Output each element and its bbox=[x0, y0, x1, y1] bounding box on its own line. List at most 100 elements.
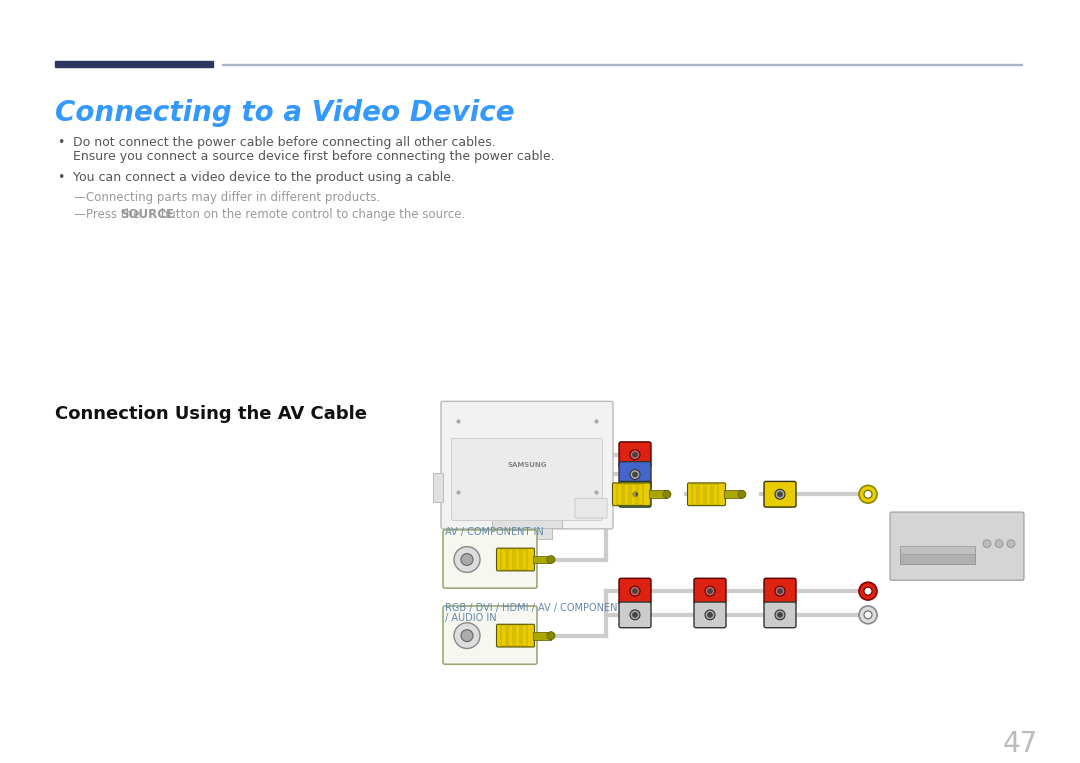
Circle shape bbox=[859, 582, 877, 600]
Bar bbox=[617, 484, 622, 504]
Circle shape bbox=[983, 539, 991, 548]
Circle shape bbox=[705, 610, 715, 620]
FancyBboxPatch shape bbox=[688, 483, 726, 506]
Bar bbox=[55, 61, 213, 67]
Bar bbox=[713, 484, 718, 504]
FancyBboxPatch shape bbox=[497, 548, 535, 571]
Bar bbox=[515, 549, 519, 570]
Bar bbox=[900, 549, 975, 565]
Circle shape bbox=[778, 492, 783, 497]
FancyBboxPatch shape bbox=[619, 462, 651, 488]
Circle shape bbox=[864, 491, 872, 498]
Circle shape bbox=[707, 589, 713, 594]
Bar bbox=[515, 625, 519, 646]
Circle shape bbox=[778, 589, 783, 594]
FancyBboxPatch shape bbox=[694, 578, 726, 604]
Circle shape bbox=[1007, 539, 1015, 548]
Text: SAMSUNG: SAMSUNG bbox=[508, 462, 546, 468]
Circle shape bbox=[454, 623, 480, 649]
Bar bbox=[492, 516, 562, 528]
Circle shape bbox=[633, 589, 637, 594]
Bar bbox=[706, 484, 711, 504]
Circle shape bbox=[630, 489, 640, 499]
Text: button on the remote control to change the source.: button on the remote control to change t… bbox=[157, 208, 465, 221]
Text: RGB / DVI / HDMI / AV / COMPONENT: RGB / DVI / HDMI / AV / COMPONENT bbox=[445, 603, 623, 613]
Circle shape bbox=[775, 586, 785, 596]
Circle shape bbox=[633, 613, 637, 617]
FancyBboxPatch shape bbox=[619, 578, 651, 604]
Bar bbox=[222, 64, 1022, 66]
Text: Connection Using the AV Cable: Connection Using the AV Cable bbox=[55, 405, 367, 423]
Text: •: • bbox=[57, 137, 65, 150]
Text: —: — bbox=[73, 191, 84, 204]
Bar bbox=[724, 491, 742, 498]
Circle shape bbox=[546, 555, 555, 563]
Text: 47: 47 bbox=[1002, 729, 1038, 758]
Circle shape bbox=[705, 586, 715, 596]
FancyBboxPatch shape bbox=[612, 483, 650, 506]
FancyBboxPatch shape bbox=[764, 602, 796, 628]
Bar bbox=[638, 484, 643, 504]
Circle shape bbox=[454, 546, 480, 572]
Text: Connecting to a Video Device: Connecting to a Video Device bbox=[55, 99, 515, 127]
FancyBboxPatch shape bbox=[443, 530, 537, 588]
Circle shape bbox=[859, 606, 877, 624]
Circle shape bbox=[995, 539, 1003, 548]
Bar bbox=[501, 625, 507, 646]
FancyBboxPatch shape bbox=[619, 481, 651, 507]
Text: Connecting parts may differ in different products.: Connecting parts may differ in different… bbox=[86, 191, 380, 204]
Bar bbox=[501, 549, 507, 570]
Bar bbox=[624, 484, 629, 504]
Text: Do not connect the power cable before connecting all other cables.: Do not connect the power cable before co… bbox=[73, 137, 496, 150]
Circle shape bbox=[633, 492, 637, 497]
Text: Press the: Press the bbox=[86, 208, 144, 221]
Bar bbox=[502, 527, 552, 539]
Bar bbox=[433, 472, 443, 502]
Bar bbox=[649, 491, 667, 498]
Circle shape bbox=[630, 469, 640, 479]
Circle shape bbox=[630, 610, 640, 620]
Bar bbox=[534, 632, 551, 639]
Text: •: • bbox=[57, 171, 65, 184]
FancyBboxPatch shape bbox=[694, 602, 726, 628]
Circle shape bbox=[633, 452, 637, 457]
Bar bbox=[692, 484, 697, 504]
Text: SOURCE: SOURCE bbox=[120, 208, 174, 221]
FancyBboxPatch shape bbox=[890, 512, 1024, 581]
Circle shape bbox=[546, 632, 555, 639]
Bar bbox=[508, 625, 513, 646]
Circle shape bbox=[461, 554, 473, 565]
FancyBboxPatch shape bbox=[764, 481, 796, 507]
FancyBboxPatch shape bbox=[764, 578, 796, 604]
Circle shape bbox=[707, 613, 713, 617]
Circle shape bbox=[630, 586, 640, 596]
Circle shape bbox=[630, 449, 640, 459]
Text: AV / COMPONENT IN: AV / COMPONENT IN bbox=[445, 527, 543, 537]
Circle shape bbox=[775, 489, 785, 499]
Text: Ensure you connect a source device first before connecting the power cable.: Ensure you connect a source device first… bbox=[73, 150, 555, 163]
Circle shape bbox=[461, 629, 473, 642]
FancyBboxPatch shape bbox=[619, 602, 651, 628]
Circle shape bbox=[859, 485, 877, 503]
Text: You can connect a video device to the product using a cable.: You can connect a video device to the pr… bbox=[73, 171, 455, 184]
Bar bbox=[631, 484, 636, 504]
Text: / AUDIO IN: / AUDIO IN bbox=[445, 613, 497, 623]
Circle shape bbox=[775, 610, 785, 620]
Circle shape bbox=[778, 613, 783, 617]
FancyBboxPatch shape bbox=[619, 442, 651, 468]
Bar bbox=[534, 555, 551, 563]
FancyBboxPatch shape bbox=[441, 401, 613, 529]
Circle shape bbox=[864, 588, 872, 595]
FancyBboxPatch shape bbox=[451, 439, 603, 520]
Bar bbox=[522, 625, 527, 646]
Circle shape bbox=[663, 491, 671, 498]
Bar bbox=[522, 549, 527, 570]
Bar bbox=[900, 546, 975, 554]
Text: —: — bbox=[73, 208, 84, 221]
Circle shape bbox=[864, 611, 872, 619]
FancyBboxPatch shape bbox=[575, 498, 607, 518]
Bar bbox=[508, 549, 513, 570]
FancyBboxPatch shape bbox=[497, 624, 535, 647]
Bar bbox=[699, 484, 704, 504]
Circle shape bbox=[738, 491, 746, 498]
